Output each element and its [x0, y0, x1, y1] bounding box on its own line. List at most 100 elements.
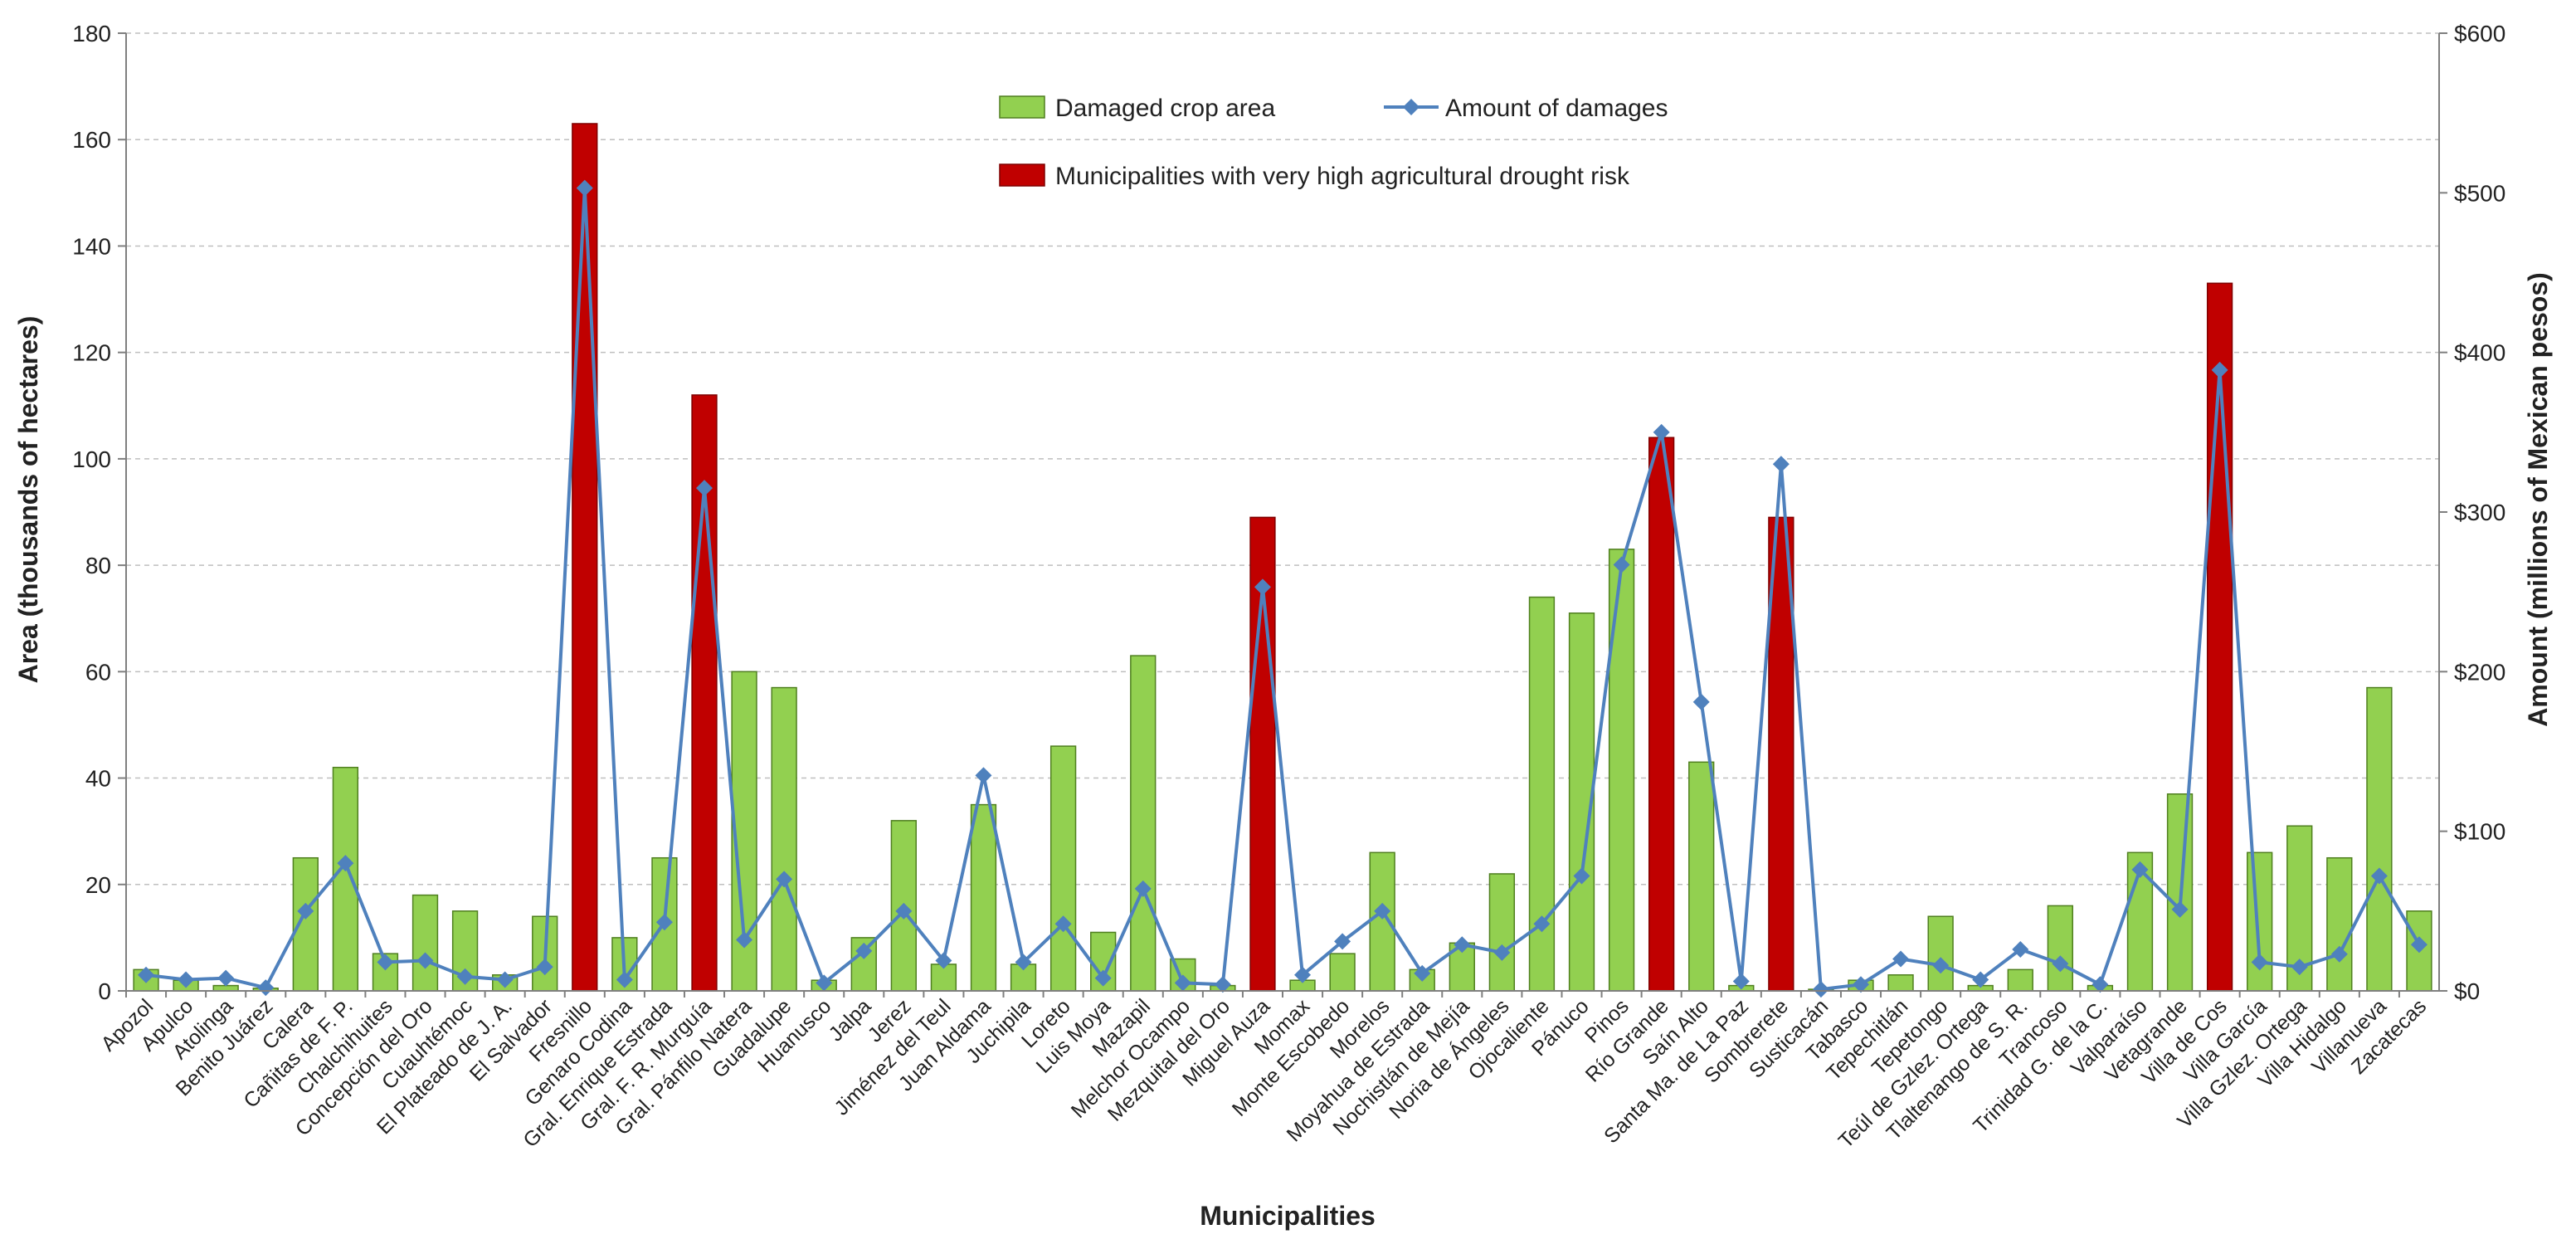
bar-damaged-area [2007, 968, 2033, 992]
bar-damaged-area [1688, 761, 1715, 992]
y-tick-label: 100 [72, 446, 111, 472]
amount-marker [1853, 976, 1869, 993]
amount-marker [1334, 933, 1351, 950]
y-tick-label: 120 [72, 340, 111, 366]
amount-marker [1094, 969, 1112, 987]
bar-damaged-area [970, 803, 997, 992]
amount-marker [1214, 976, 1231, 993]
amount-marker [736, 931, 753, 949]
x-tick-label: Jalpa [824, 994, 875, 1046]
y2-tick-label: $400 [2454, 340, 2505, 366]
bar-damaged-area [411, 894, 439, 992]
bar-damaged-area [1488, 873, 1516, 992]
y-tick-label: 20 [85, 872, 111, 898]
amount-marker [696, 480, 713, 497]
bar-damaged-area [1608, 549, 1635, 992]
amount-marker [1812, 981, 1829, 998]
bar-high-risk [1648, 437, 1675, 992]
amount-line [145, 186, 2421, 992]
y-axis-title: Area (thousands of hectares) [13, 316, 43, 684]
bar-high-risk [572, 123, 598, 992]
bar-damaged-area [771, 686, 797, 992]
bar-damaged-area [372, 953, 399, 992]
y-tick-label: 0 [98, 978, 111, 1004]
legend-label-amount: Amount of damages [1445, 95, 1668, 122]
y2-tick-label: $200 [2454, 659, 2505, 685]
amount-marker [1374, 902, 1391, 920]
amount-marker [456, 968, 474, 985]
amount-marker [855, 942, 873, 959]
y2-axis-title: Amount (millions of Mexican pesos) [2523, 272, 2553, 727]
amount-marker [1493, 944, 1511, 961]
amount-marker [2330, 945, 2348, 963]
amount-marker [1892, 950, 1910, 968]
amount-marker [776, 871, 793, 888]
amount-marker [1692, 693, 1710, 710]
amount-marker [2291, 959, 2308, 976]
amount-marker [1972, 971, 1989, 988]
amount-marker [1454, 936, 1471, 954]
y2-tick-label: $0 [2454, 978, 2480, 1004]
amount-marker [496, 971, 514, 988]
amount-marker [895, 902, 913, 920]
bar-damaged-area [2047, 905, 2073, 992]
bar-damaged-area [532, 915, 558, 992]
amount-marker [616, 971, 633, 988]
amount-marker [2131, 861, 2149, 878]
amount-marker [1134, 880, 1152, 897]
y2-tick-label: $300 [2454, 500, 2505, 525]
x-axis-title: Municipalities [1200, 1201, 1376, 1231]
legend-label-high-risk: Municipalities with very high agricultur… [1055, 163, 1630, 190]
amount-marker [816, 974, 833, 992]
amount-marker [217, 969, 235, 987]
amount-marker [297, 902, 314, 920]
legend-label-damaged-area: Damaged crop area [1055, 95, 1275, 122]
amount-marker [1533, 915, 1551, 933]
amount-marker [138, 966, 155, 983]
y2-tick-label: $600 [2454, 21, 2505, 46]
amount-marker [576, 179, 593, 197]
damage-line [138, 179, 2427, 998]
amount-marker [2211, 361, 2228, 378]
amount-marker [1653, 423, 1670, 441]
amount-marker [2012, 940, 2029, 958]
bar-damaged-area [1329, 953, 1356, 992]
amount-marker [2052, 955, 2069, 973]
amount-marker [2410, 936, 2427, 954]
legend-swatch-amount-marker [1403, 99, 1419, 115]
amount-marker [975, 767, 992, 784]
y-tick-label: 160 [72, 127, 111, 153]
amount-marker [257, 979, 275, 997]
amount-marker [1732, 973, 1750, 990]
bar-damaged-area [2366, 686, 2393, 992]
amount-marker [1772, 456, 1790, 473]
amount-marker [1174, 974, 1191, 992]
amount-marker [2251, 954, 2268, 971]
bar-damaged-area [1887, 974, 1914, 992]
amount-marker [416, 952, 434, 969]
amount-marker [536, 959, 553, 976]
amount-marker [1294, 966, 1312, 983]
y-tick-label: 140 [72, 233, 111, 259]
bar-high-risk [1768, 516, 1794, 992]
amount-marker [655, 914, 673, 931]
bar-damaged-area [1130, 655, 1157, 992]
amount-marker [2171, 900, 2189, 918]
amount-marker [1414, 964, 1431, 982]
amount-marker [2370, 867, 2388, 885]
bar-damaged-area [332, 766, 359, 992]
amount-marker [337, 855, 354, 872]
amount-marker [377, 954, 394, 971]
y2-tick-label: $100 [2454, 819, 2505, 845]
y-tick-label: 40 [85, 766, 111, 792]
bars [133, 123, 2432, 992]
amount-marker [1254, 578, 1271, 596]
legend-swatch-high-risk [999, 163, 1045, 187]
amount-marker [1054, 915, 1072, 933]
bar-damaged-area [2326, 856, 2353, 992]
y2-tick-label: $500 [2454, 180, 2505, 206]
bar-damaged-area [292, 856, 319, 992]
y-tick-label: 60 [85, 659, 111, 685]
